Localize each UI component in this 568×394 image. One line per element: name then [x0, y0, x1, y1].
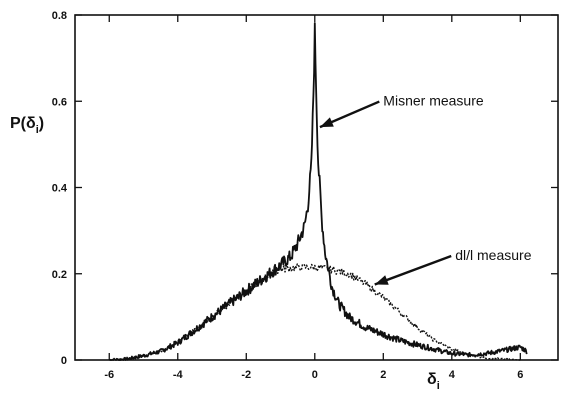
plot-frame	[74, 14, 559, 361]
x-tick-label: 2	[380, 369, 386, 381]
series-line-2	[109, 263, 521, 361]
annotation-label: dl/l measure	[455, 247, 531, 263]
y-tick-label: 0.6	[52, 96, 67, 108]
annotation-arrow-head	[319, 117, 334, 128]
x-tick-label: -2	[241, 369, 251, 381]
annotation-label: Misner measure	[383, 93, 484, 109]
ticks: -6 -4 -2 0 2 4 6 0 0.2 0.4 0.6 0.8	[52, 10, 558, 381]
annotations: Misner measure dl/l measure	[319, 93, 532, 286]
x-tick-label: 6	[517, 369, 523, 381]
series-layer	[109, 22, 528, 361]
y-tick-label: 0	[61, 355, 67, 367]
series-line-1	[109, 22, 528, 361]
axes	[74, 14, 559, 361]
y-tick-label: 0.8	[52, 10, 67, 22]
annotation-arrow-shaft	[374, 254, 452, 286]
x-tick-label: -4	[173, 369, 184, 381]
y-axis-label: P(δi)	[10, 115, 44, 136]
x-tick-label: 0	[312, 369, 318, 381]
x-tick-label: -6	[104, 369, 114, 381]
annotation-arrow-head	[374, 275, 389, 285]
x-tick-label: 4	[449, 369, 456, 381]
y-tick-label: 0.4	[52, 183, 68, 195]
y-tick-label: 0.2	[52, 269, 67, 281]
x-axis-label: δi	[427, 371, 440, 392]
